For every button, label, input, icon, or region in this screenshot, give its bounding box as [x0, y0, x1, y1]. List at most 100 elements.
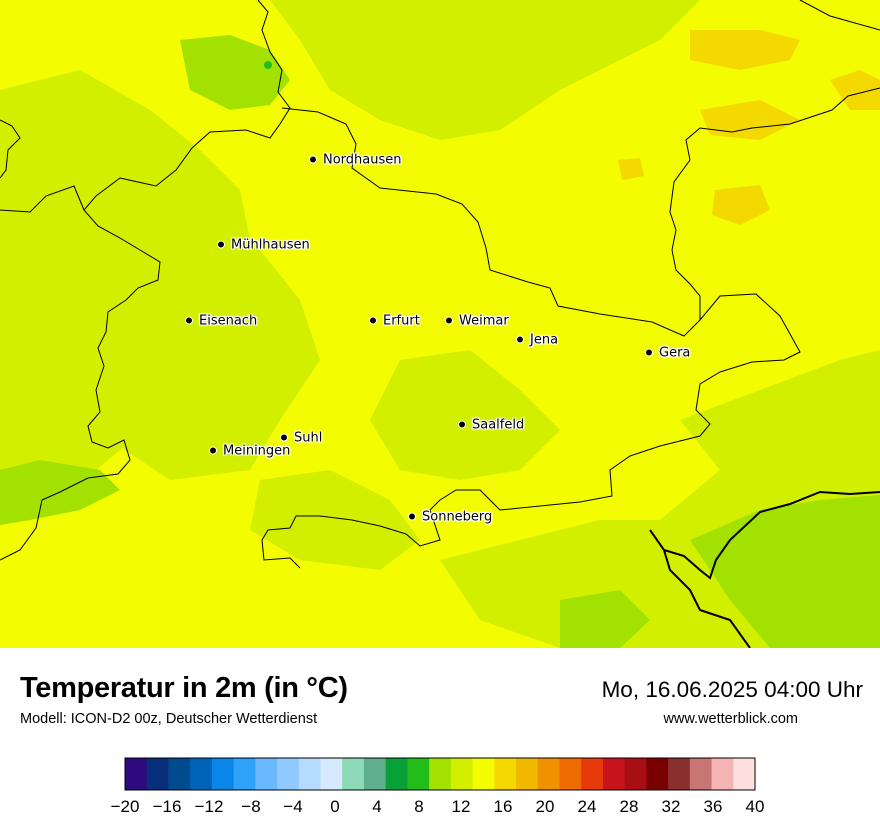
legend-tick-label: 28 [620, 797, 639, 816]
field-18-20-leipzig [712, 185, 770, 225]
legend-swatch [581, 758, 604, 790]
city-dot [218, 241, 224, 247]
city-weimar: Weimar [446, 315, 509, 328]
city-meiningen: Meiningen [210, 445, 290, 458]
map-title: Temperatur in 2m (in °C) [20, 672, 348, 704]
legend-tick-label: 36 [704, 797, 723, 816]
legend-tick-label: 16 [494, 797, 513, 816]
city-label: Suhl [294, 430, 323, 446]
city-label: Weimar [459, 313, 509, 329]
legend-swatch [668, 758, 691, 790]
legend-tick-label: −20 [111, 797, 140, 816]
temperature-map: Nordhausen Mühlhausen Eisenach Erfurt We… [0, 0, 880, 648]
legend-swatch [407, 758, 430, 790]
legend-tick-label: 24 [578, 797, 597, 816]
legend-swatch [733, 758, 756, 790]
legend-swatch [320, 758, 343, 790]
legend-swatch [646, 758, 669, 790]
city-gera: Gera [646, 347, 690, 360]
city-label: Erfurt [383, 313, 420, 329]
city-label: Saalfeld [472, 417, 525, 433]
legend-swatch [298, 758, 322, 790]
legend-swatch [233, 758, 256, 790]
legend-swatch [277, 758, 300, 790]
legend-tick-label: 4 [372, 797, 381, 816]
website-link[interactable]: www.wetterblick.com [663, 711, 798, 727]
field-18-20-northeast [690, 30, 800, 70]
legend-swatch [125, 758, 148, 790]
field-10-12-brocken [264, 61, 272, 69]
field-14-16-central [370, 350, 560, 480]
legend-tick-label: 8 [414, 797, 423, 816]
city-eisenach: Eisenach [186, 315, 257, 328]
city-label: Mühlhausen [231, 237, 310, 253]
city-dot [517, 336, 523, 342]
city-dot [210, 447, 216, 453]
city-dot [370, 317, 376, 323]
city-dot [186, 317, 192, 323]
legend-swatch [472, 758, 495, 790]
field-18-20-spot [618, 158, 644, 180]
color-legend: −20 −16 −12 −8 −4 0 4 8 12 16 20 24 28 32 36 40 [0, 750, 880, 830]
field-14-16-westcentral [60, 150, 320, 480]
border-hessen [83, 0, 291, 479]
city-label: Meiningen [223, 443, 291, 459]
legend-swatch [450, 758, 474, 790]
border-niedersachsen [0, 185, 85, 213]
border-west-edge [0, 119, 21, 179]
legend-swatch [429, 758, 452, 790]
city-erfurt: Erfurt [370, 315, 420, 328]
legend-swatch [559, 758, 582, 790]
legend-swatch [385, 758, 408, 790]
legend-tick-label: 0 [330, 797, 339, 816]
border-bayern-sachsen [261, 293, 801, 569]
legend-swatch [689, 758, 713, 790]
city-nordhausen: Nordhausen [310, 154, 402, 167]
legend-swatch [342, 758, 365, 790]
city-dot [281, 434, 287, 440]
map-canvas [0, 0, 880, 648]
state-borders [0, 0, 880, 569]
legend-swatch [711, 758, 734, 790]
legend-tick-label: −8 [241, 797, 260, 816]
city-dot [310, 156, 316, 162]
field-12-14-harz [180, 35, 290, 110]
legend-tick-label: 12 [452, 797, 471, 816]
legend-border [124, 757, 756, 791]
city-sonneberg: Sonneberg [409, 511, 492, 524]
field-12-14-vogtland [560, 590, 650, 648]
legend-tick-label: 32 [662, 797, 681, 816]
national-border-czech [649, 490, 880, 648]
legend-tick-label: 40 [746, 797, 765, 816]
legend-swatch [624, 758, 647, 790]
model-source: Modell: ICON-D2 00z, Deutscher Wetterdie… [20, 711, 318, 727]
border-ne [799, 0, 880, 31]
valid-datetime: Mo, 16.06.2025 04:00 Uhr [601, 677, 863, 702]
field-14-16-east [680, 350, 880, 470]
city-label: Nordhausen [323, 152, 402, 168]
city-label: Jena [530, 332, 559, 348]
city-dot [446, 317, 452, 323]
border-sachsen-anhalt [281, 87, 880, 337]
city-label: Gera [659, 345, 691, 361]
legend-swatch [363, 758, 387, 790]
legend-swatch [494, 758, 517, 790]
city-label: Sonneberg [422, 509, 493, 525]
field-18-20-edge [830, 70, 880, 110]
field-14-16-south [250, 470, 420, 570]
city-jena: Jena [517, 334, 558, 347]
legend-swatch [255, 758, 278, 790]
field-18-20-east [700, 100, 800, 140]
legend-swatch [602, 758, 626, 790]
city-dot [646, 349, 652, 355]
city-saalfeld: Saalfeld [459, 419, 524, 432]
field-14-16-north [0, 0, 700, 140]
legend-swatch [211, 758, 235, 790]
legend-swatch [168, 758, 191, 790]
legend-tick-label: 20 [536, 797, 555, 816]
city-muehlhausen: Mühlhausen [218, 239, 310, 252]
legend-tick-label: −4 [283, 797, 302, 816]
legend-tick-label: −12 [195, 797, 224, 816]
legend-swatch [537, 758, 560, 790]
legend-tick-label: −16 [153, 797, 182, 816]
